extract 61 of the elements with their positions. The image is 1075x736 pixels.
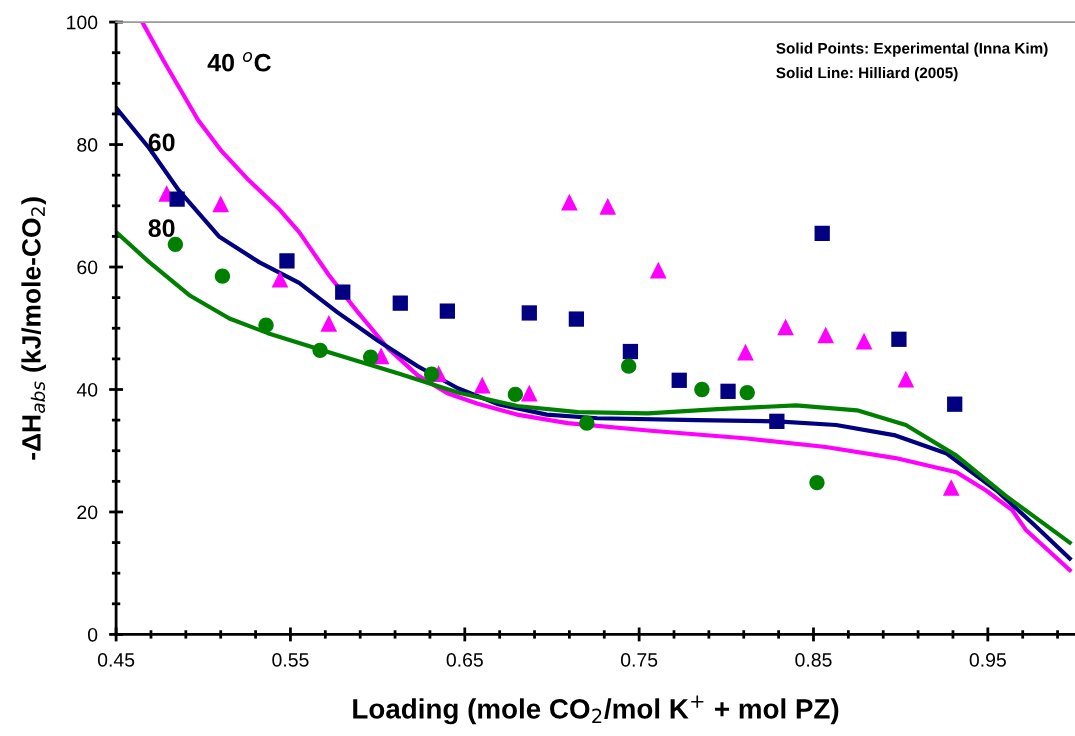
- y-axis-title: -ΔH$_{abs}$ (kJ/mole-CO$_{2}$): [21, 197, 46, 460]
- x-axis-title: Loading (mole CO$_{2}$/mol K$^{+}$ + mol PZ): [353, 695, 839, 725]
- point: [258, 317, 274, 333]
- annotation: 80: [148, 219, 175, 237]
- point: [424, 366, 440, 382]
- point: [737, 343, 754, 361]
- point: [897, 370, 915, 388]
- point: [621, 358, 637, 374]
- point: [777, 318, 794, 336]
- point: [507, 386, 523, 403]
- point: [473, 376, 491, 394]
- annotation: Solid Points: Experimental (Inna Kim): [776, 42, 1048, 57]
- y-tick-label: 40: [76, 382, 98, 397]
- point: [739, 384, 755, 401]
- point: [271, 270, 289, 288]
- y-tick-label: 0: [87, 627, 98, 642]
- x-tick-label: 0.95: [969, 653, 1006, 667]
- point: [947, 396, 963, 412]
- y-tick-label: 100: [67, 15, 98, 30]
- point: [809, 474, 825, 491]
- point: [720, 383, 736, 399]
- point: [694, 381, 710, 398]
- y-tick-label: 20: [77, 505, 98, 520]
- x-tick-label: 0.45: [97, 653, 135, 667]
- y-tick-label: 80: [77, 138, 98, 152]
- point: [891, 331, 907, 347]
- point: [649, 261, 667, 279]
- point: [212, 195, 230, 213]
- point: [335, 284, 351, 300]
- point: [439, 303, 455, 319]
- line-series: [140, 22, 1072, 573]
- annotation: 40 $^{o}$C: [207, 51, 271, 72]
- point: [214, 268, 231, 284]
- point: [167, 236, 184, 252]
- annotation: Solid Line: Hilliard (2005): [776, 67, 958, 82]
- point: [169, 191, 185, 207]
- y-tick-label: 60: [77, 260, 98, 275]
- point: [622, 343, 639, 360]
- point: [312, 342, 328, 358]
- point: [671, 372, 687, 388]
- point: [579, 415, 595, 431]
- point: [568, 311, 585, 327]
- point: [521, 305, 537, 321]
- x-tick-label: 0.65: [446, 653, 483, 667]
- point: [817, 326, 835, 344]
- annotation: 60: [148, 133, 175, 152]
- point: [814, 225, 830, 241]
- point: [392, 295, 408, 311]
- point: [855, 332, 873, 350]
- line-series: [116, 105, 1072, 561]
- point: [561, 193, 578, 211]
- point: [599, 198, 617, 215]
- x-tick-label: 0.75: [620, 653, 658, 667]
- x-tick-label: 0.55: [272, 653, 309, 667]
- point: [279, 253, 295, 269]
- point: [942, 479, 960, 496]
- point: [363, 349, 379, 365]
- point: [520, 384, 538, 402]
- point: [769, 413, 785, 429]
- point: [320, 315, 338, 332]
- x-tick-label: 0.85: [795, 653, 832, 667]
